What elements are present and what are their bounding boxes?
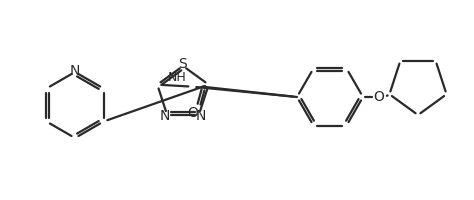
Text: NH: NH bbox=[167, 71, 186, 84]
Text: N: N bbox=[70, 64, 80, 78]
Text: O: O bbox=[187, 106, 198, 120]
Text: S: S bbox=[179, 57, 187, 71]
Text: N: N bbox=[196, 109, 206, 123]
Text: N: N bbox=[160, 109, 170, 123]
Text: O: O bbox=[374, 90, 384, 104]
